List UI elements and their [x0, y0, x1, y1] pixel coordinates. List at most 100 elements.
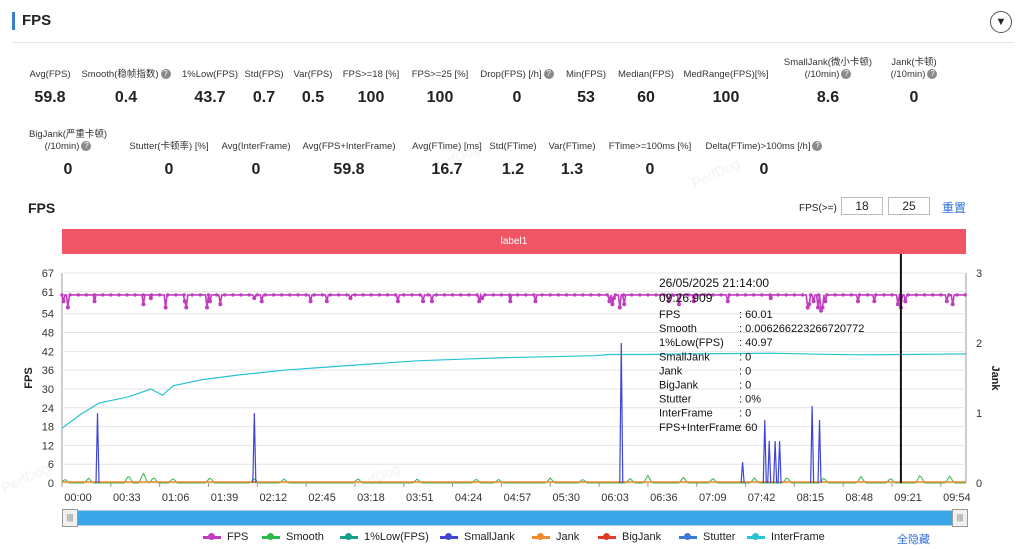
fps-point: [711, 293, 715, 297]
tooltip-value: : 60.01: [739, 309, 773, 321]
legend-item[interactable]: FPS: [203, 531, 248, 543]
chart-title: FPS: [28, 200, 56, 216]
fps-point: [752, 293, 756, 297]
stat-value: 100: [357, 89, 385, 106]
legend-swatch: [340, 532, 358, 540]
stat-label: Drop(FPS) [/h]?: [447, 69, 587, 81]
fps-point: [239, 293, 243, 297]
fps-point: [426, 293, 430, 297]
fps-point: [760, 293, 764, 297]
fps-point: [410, 293, 414, 297]
fps-dip-point: [141, 302, 146, 307]
fps-point: [198, 293, 202, 297]
y-tick-label: 61: [42, 287, 54, 299]
x-tick-label: 04:57: [504, 492, 532, 504]
small-jank-spike: [619, 342, 624, 484]
tooltip-value: : 0: [739, 351, 751, 363]
tooltip-value: : 0: [739, 380, 751, 392]
y-tick-label: 18: [42, 422, 54, 434]
fps-point: [76, 293, 81, 297]
stat-label: Std(FPS): [244, 69, 284, 80]
fps-point: [434, 293, 438, 297]
fps-threshold-input-1[interactable]: 18: [841, 197, 883, 215]
stat-value: 60: [637, 89, 655, 106]
tooltip-value: : 40.97: [739, 337, 773, 349]
help-icon[interactable]: ?: [543, 69, 554, 80]
stat-stats_row1-3: Std(FPS) 0.7: [194, 69, 334, 107]
stat-label: Avg(FPS+InterFrame): [302, 141, 396, 152]
fps-dip-point: [163, 305, 168, 310]
stat-stats_row1-8: Min(FPS) 53: [516, 69, 656, 107]
fps-dip-point: [148, 296, 153, 301]
help-icon[interactable]: ?: [160, 69, 171, 80]
chevron-down-icon[interactable]: ▼: [990, 11, 1012, 33]
label-band[interactable]: label1: [62, 229, 966, 254]
fps-point: [296, 293, 300, 297]
stat-label: BigJank(严重卡顿) (/10min)?: [28, 129, 108, 152]
fps-point: [662, 293, 666, 297]
fps-point: [564, 293, 569, 297]
fps-point: [914, 293, 919, 297]
fps-point: [263, 293, 268, 297]
fps-dip-point: [429, 299, 434, 304]
fps-dip-point: [617, 305, 622, 310]
series-smooth-line: [61, 472, 966, 484]
fps-dip-point: [820, 305, 825, 310]
y2-axis-title: Jank: [989, 365, 1001, 391]
scrollbar-left-handle[interactable]: |||: [62, 509, 78, 527]
fps-dip-point: [666, 299, 671, 304]
stat-value: 0: [63, 161, 73, 178]
legend-label: 1%Low(FPS): [364, 531, 429, 543]
fps-point: [865, 293, 870, 297]
stat-value: 0: [759, 161, 769, 178]
fps-point: [353, 293, 357, 297]
x-tick-label: 08:15: [797, 492, 825, 504]
fps-point: [841, 293, 845, 297]
legend-label: Smooth: [286, 531, 324, 543]
legend-item[interactable]: SmallJank: [440, 531, 515, 543]
stat-label: Min(FPS): [565, 69, 607, 80]
fps-point: [320, 293, 325, 297]
stat-label: Smooth(稳帧指数)?: [56, 69, 196, 81]
legend-item[interactable]: Stutter: [679, 531, 735, 543]
fps-dip-point: [895, 302, 900, 307]
legend-swatch: [679, 532, 697, 540]
fps-point: [214, 293, 219, 297]
help-icon[interactable]: ?: [81, 141, 92, 152]
fps-point: [800, 293, 805, 297]
fps-point: [68, 293, 72, 297]
fps-point: [182, 293, 186, 297]
scrollbar-right-handle[interactable]: |||: [952, 509, 968, 527]
legend-item[interactable]: Smooth: [262, 531, 324, 543]
stat-stats_row1-6: FPS>=25 [%] 100: [370, 69, 510, 107]
tooltip-key: SmallJank: [659, 351, 710, 363]
legend-item[interactable]: InterFrame: [747, 531, 825, 543]
hide-all-button[interactable]: 全隐藏: [897, 534, 930, 546]
fps-threshold-input-2[interactable]: 25: [888, 197, 930, 215]
fps-point: [101, 293, 105, 297]
y2-tick-label: 3: [976, 268, 982, 280]
fps-point: [743, 293, 748, 297]
reset-button[interactable]: 重置: [942, 201, 967, 215]
stat-stats_row1-9: Median(FPS) 60: [576, 69, 716, 107]
legend-item[interactable]: BigJank: [598, 531, 661, 543]
y-axis-title: FPS: [23, 367, 35, 388]
fps-point: [60, 293, 64, 297]
stat-value: 43.7: [194, 89, 226, 106]
tooltip-value: : 0.006266223266720772: [739, 323, 864, 335]
stat-stats_row2-4: Avg(FTime) [ms] 16.7: [377, 141, 517, 179]
time-range-scrollbar[interactable]: ||| |||: [62, 509, 968, 527]
help-icon[interactable]: ?: [841, 69, 852, 80]
fps-point: [247, 293, 251, 297]
x-tick-label: 09:21: [894, 492, 922, 504]
help-icon[interactable]: ?: [927, 69, 938, 80]
legend-item[interactable]: Jank: [532, 531, 579, 543]
stat-label: Var(FPS): [293, 69, 333, 80]
stat-value: 0: [251, 161, 261, 178]
fps-point: [532, 293, 536, 297]
fps-point: [231, 293, 235, 297]
help-icon[interactable]: ?: [812, 141, 823, 152]
tooltip-key: InterFrame: [659, 408, 713, 420]
fps-dip-point: [208, 299, 212, 304]
legend-item[interactable]: 1%Low(FPS): [340, 531, 429, 543]
